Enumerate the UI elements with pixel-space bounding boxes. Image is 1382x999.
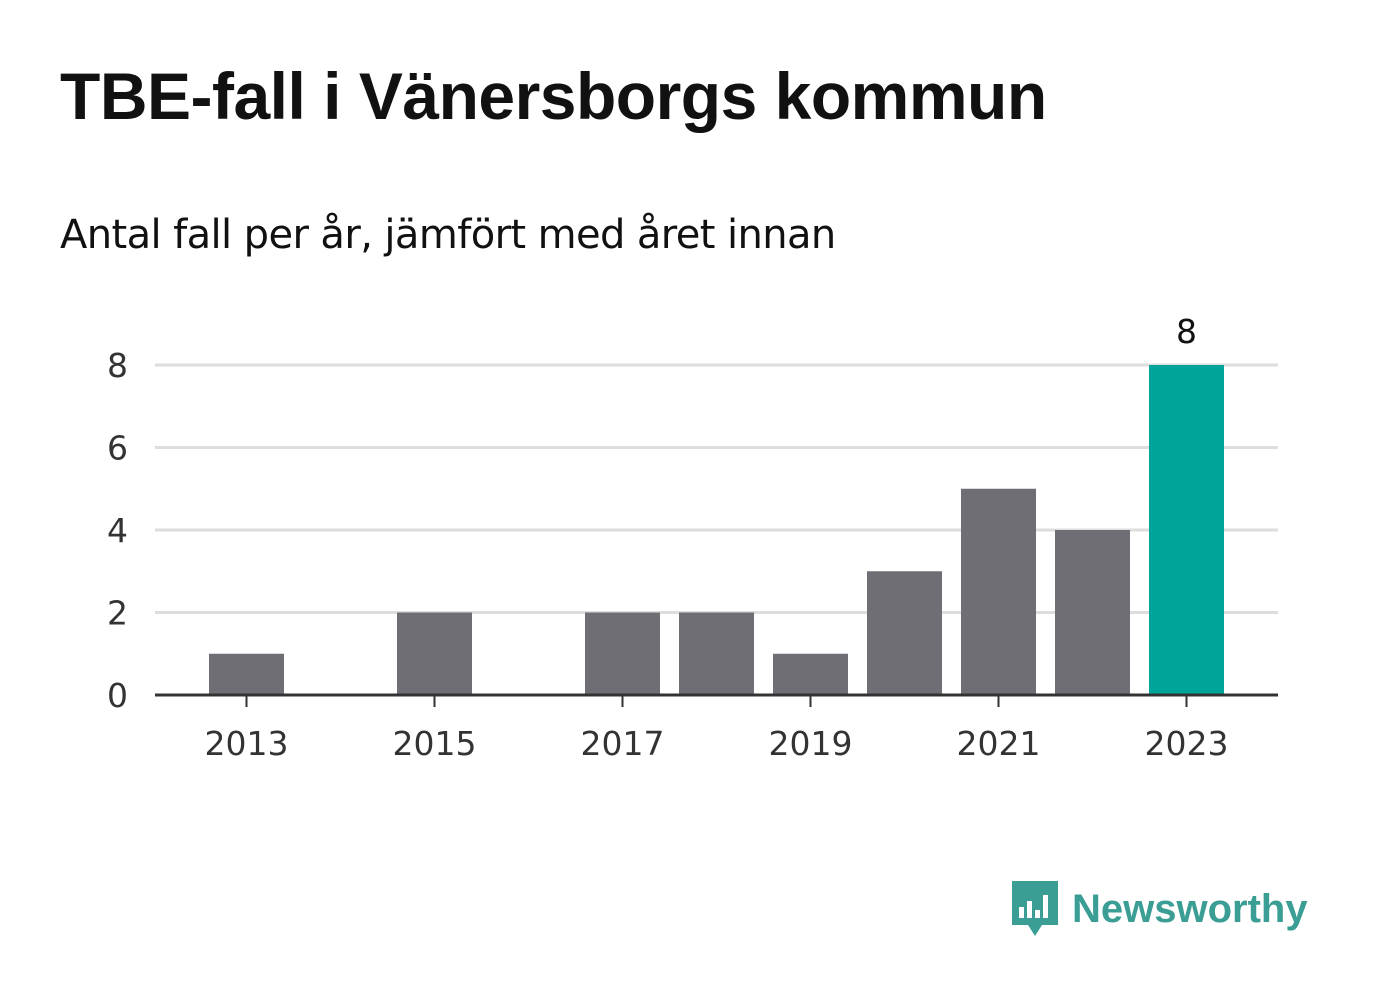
x-axis: 2013 2015 2017 2019 2021 2023 [155,693,1278,763]
brand-name: Newsworthy [1072,887,1308,931]
bar-value-labels: 8 [1176,312,1197,351]
y-tick-label: 4 [107,511,128,550]
x-tick-label: 2021 [957,724,1041,763]
y-tick-label: 8 [107,346,128,385]
bar-2017 [585,612,660,695]
bar-2015 [397,612,472,695]
bar-2013 [209,653,284,695]
x-tick-label: 2013 [205,724,289,763]
newsworthy-logo: Newsworthy [1010,878,1308,940]
chart-title: TBE-fall i Vänersborgs kommun [60,59,1047,133]
bar-2022 [1055,530,1130,695]
x-tick-label: 2017 [581,724,665,763]
y-tick-label: 0 [107,676,128,715]
bar-value-label: 8 [1176,312,1197,351]
bar-2023 [1149,365,1224,695]
x-tick-label: 2015 [393,724,477,763]
bar-2018 [679,612,754,695]
bars [209,365,1224,695]
bar-2021 [961,488,1036,695]
newsworthy-logo-icon [1012,881,1058,936]
y-tick-label: 2 [107,594,128,633]
x-tick-label: 2019 [769,724,853,763]
y-axis-labels: 0 2 4 6 8 [107,346,128,715]
chart-subtitle: Antal fall per år, jämfört med året inna… [60,212,836,258]
bar-2020 [867,571,942,695]
bar-2019 [773,653,848,695]
y-tick-label: 6 [107,429,128,468]
x-tick-label: 2023 [1145,724,1229,763]
